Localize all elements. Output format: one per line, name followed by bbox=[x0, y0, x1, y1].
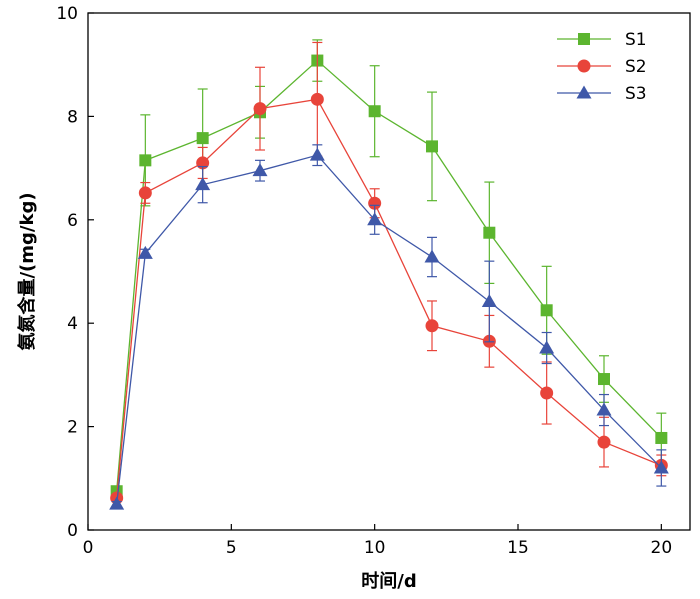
data-point bbox=[540, 304, 553, 317]
series-layer bbox=[109, 39, 669, 510]
series-s2 bbox=[110, 41, 668, 505]
series-line bbox=[116, 59, 662, 492]
x-tick-label: 10 bbox=[364, 538, 386, 558]
data-point bbox=[597, 435, 611, 449]
data-point bbox=[539, 340, 555, 354]
y-axis-title: 氨氮含量/(mg/kg) bbox=[16, 192, 38, 350]
data-point bbox=[596, 402, 612, 416]
data-point bbox=[196, 132, 209, 145]
legend-marker bbox=[576, 85, 592, 99]
legend-label: S1 bbox=[625, 30, 647, 50]
data-point bbox=[368, 196, 382, 210]
y-tick-label: 8 bbox=[67, 107, 78, 127]
data-point bbox=[655, 431, 668, 444]
data-point bbox=[109, 496, 125, 510]
data-point bbox=[367, 212, 383, 226]
data-point bbox=[253, 102, 267, 116]
data-point bbox=[424, 249, 440, 263]
y-tick-label: 6 bbox=[67, 211, 78, 231]
legend-item-s1: S1 bbox=[557, 30, 647, 50]
y-tick-label: 4 bbox=[67, 314, 78, 334]
y-tick-label: 2 bbox=[67, 418, 78, 438]
series-s1 bbox=[110, 39, 668, 498]
legend-item-s2: S2 bbox=[557, 57, 647, 77]
legend-label: S2 bbox=[625, 57, 647, 77]
x-tick-label: 15 bbox=[507, 538, 529, 558]
data-point bbox=[540, 386, 554, 400]
x-axis-title: 时间/d bbox=[361, 571, 416, 592]
data-point bbox=[481, 293, 497, 307]
data-point bbox=[368, 105, 381, 118]
x-tick-label: 5 bbox=[226, 538, 237, 558]
data-point bbox=[426, 140, 438, 153]
data-point bbox=[309, 147, 325, 161]
data-point bbox=[139, 154, 152, 167]
legend-label: S3 bbox=[625, 84, 647, 104]
y-tick-label: 10 bbox=[56, 4, 78, 24]
legend-marker bbox=[578, 33, 590, 45]
plot-frame bbox=[87, 12, 691, 531]
data-point bbox=[195, 177, 211, 191]
data-point bbox=[252, 163, 268, 177]
series-s3 bbox=[109, 144, 669, 510]
data-point bbox=[483, 226, 496, 239]
data-point bbox=[653, 460, 669, 474]
axis-ticks: 0 5 10 15 20 0 2 4 6 8 10 bbox=[56, 4, 672, 558]
series-line bbox=[116, 154, 662, 505]
y-tick-label: 0 bbox=[67, 521, 78, 541]
x-tick-label: 0 bbox=[83, 538, 94, 558]
legend: S1 S2 S3 bbox=[557, 30, 647, 104]
data-point bbox=[137, 245, 153, 259]
data-point bbox=[138, 186, 152, 200]
data-point bbox=[425, 319, 439, 333]
x-tick-label: 20 bbox=[651, 538, 673, 558]
data-point bbox=[310, 92, 324, 106]
legend-item-s3: S3 bbox=[557, 84, 647, 104]
legend-marker bbox=[577, 59, 591, 73]
data-point bbox=[598, 373, 610, 386]
